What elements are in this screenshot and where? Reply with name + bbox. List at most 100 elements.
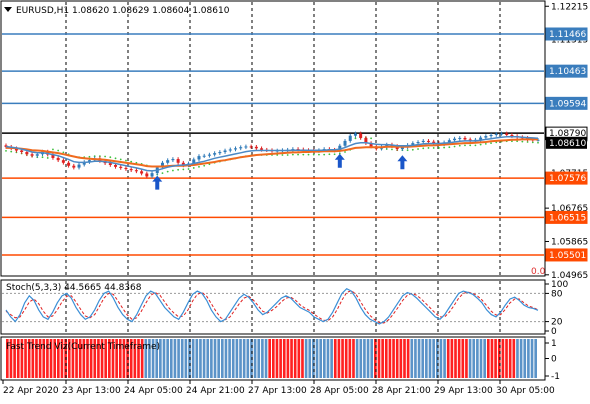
level-label-1.08790: 1.08790 (549, 129, 586, 139)
psar-dot (469, 144, 472, 147)
psar-dot (458, 144, 461, 147)
stoch-tick-label: 100 (551, 280, 568, 290)
trend-bar (31, 339, 35, 378)
trend-bar (479, 339, 483, 378)
psar-dot (354, 137, 357, 140)
candle-body (343, 140, 347, 146)
trend-bar (461, 339, 465, 378)
time-label: 27 Apr 13:00 (248, 386, 307, 396)
psar-dot (479, 143, 482, 146)
psar-dot (318, 153, 320, 156)
trend-bar (330, 339, 333, 378)
candle-body (134, 170, 138, 172)
trend-bar (173, 339, 177, 378)
trend-bar (366, 339, 370, 378)
psar-dot (453, 145, 456, 148)
trend-bar (75, 339, 78, 378)
trend-bar (104, 339, 108, 378)
psar-dot (312, 153, 315, 156)
trend-bar (443, 339, 446, 378)
trend-bar (483, 339, 486, 378)
trend-bar (374, 339, 377, 378)
trend-bar (417, 339, 421, 378)
candle-body (510, 134, 514, 137)
trend-bar (191, 339, 195, 378)
candle-body (353, 133, 357, 136)
trend-bar (323, 339, 326, 378)
time-label: 29 Apr 13:00 (434, 386, 493, 396)
price-panel-frame (0, 0, 546, 277)
trend-bar (162, 339, 166, 378)
psar-dot (516, 140, 519, 143)
trend-bar (304, 339, 308, 378)
stochastic-panel-frame (0, 279, 546, 335)
psar-dot (52, 148, 54, 151)
trend-bar (118, 339, 122, 378)
candle-body (228, 149, 232, 151)
trend-bar (494, 339, 497, 378)
trend-bar (530, 339, 534, 378)
trend-viz-panel[interactable]: Fast Trend Viz(Current Timeframe) 1 0 -1 (0, 336, 560, 382)
trend-bar (93, 339, 97, 378)
time-label: 28 Apr 21:00 (372, 386, 431, 396)
psar-dot (427, 147, 430, 149)
trend-bar (261, 339, 264, 378)
trend-bar (468, 339, 472, 378)
trend-bar (297, 339, 301, 378)
trend-bar (523, 339, 527, 378)
trend-bar (527, 339, 530, 378)
level-label-1.05501: 1.05501 (549, 251, 586, 261)
psar-dot (490, 142, 492, 145)
candle-body (61, 160, 65, 163)
psar-dot (411, 148, 414, 151)
psar-dot (281, 154, 284, 156)
trend-bar (352, 339, 355, 378)
horizontal-levels[interactable] (2, 33, 544, 256)
trend-bar (486, 339, 490, 378)
trend-bar (395, 339, 399, 378)
trend-bar (519, 339, 523, 378)
candle-body (218, 152, 222, 154)
candle-body (338, 145, 342, 151)
trend-bar (9, 339, 13, 378)
trend-bar (184, 339, 188, 378)
time-axis[interactable]: 22 Apr 2020 23 Apr 13:00 24 Apr 05:00 24 Ap… (2, 380, 555, 396)
trend-axis: 1 0 -1 (545, 339, 560, 382)
trend-bar (199, 339, 202, 378)
psar-dot (177, 168, 180, 171)
candle-body (421, 140, 425, 143)
candle-body (348, 135, 352, 141)
trend-bar (129, 339, 133, 378)
candle-body (260, 148, 264, 150)
trend-bar (242, 339, 246, 378)
current-price-label: 1.08610 (549, 139, 586, 149)
psar-dot (537, 141, 539, 144)
trend-bar (24, 339, 27, 378)
trend-bar (97, 339, 100, 378)
candle-body (4, 145, 8, 147)
trend-bar (6, 339, 9, 378)
candle-body (14, 148, 18, 151)
psar-dot (198, 165, 200, 168)
trend-bar (166, 339, 169, 378)
psar-dot (109, 156, 112, 159)
trend-bar (20, 339, 24, 378)
trend-bar (82, 339, 86, 378)
price-axis[interactable]: 1.122151.113151.104151.095151.086151.077… (545, 2, 588, 281)
trend-bar (16, 339, 20, 378)
psar-dot (438, 147, 440, 149)
trend-bar (421, 339, 425, 378)
candle-body (249, 146, 253, 148)
level-label-box (545, 210, 588, 224)
candle-body (160, 162, 164, 168)
price-panel[interactable]: EURUSD,H1 1.08620 1.08629 1.08604 1.0861… (0, 0, 546, 277)
trend-vertical-grid (65, 339, 501, 378)
trend-bar (308, 339, 312, 378)
candle-body (463, 137, 467, 140)
trend-bar (35, 339, 38, 378)
chart-menu-triangle-icon[interactable] (4, 7, 12, 12)
